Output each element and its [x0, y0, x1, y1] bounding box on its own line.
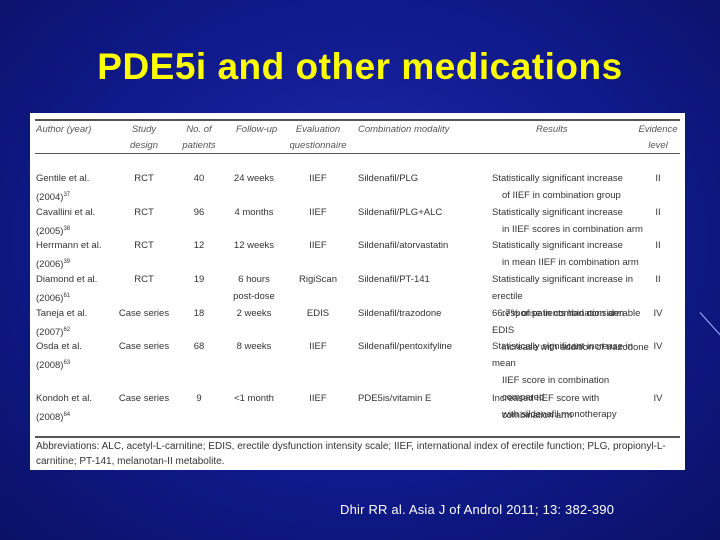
header-results: Results: [536, 124, 568, 135]
cell-author: Cavallini et al. (2005)38: [36, 207, 96, 238]
cell-evidence-level: IV: [653, 308, 663, 319]
table-header-rule: [35, 153, 680, 154]
cell-design: RCT: [134, 207, 154, 218]
cell-author: Herrmann et al. (2006)39: [36, 240, 102, 271]
cell-questionnaire: EDIS: [306, 308, 330, 319]
cell-follow-up: 24 weeks: [233, 173, 275, 184]
cell-patients: 18: [193, 308, 205, 319]
cell-results: Statistically significant increase in er…: [492, 274, 633, 319]
cell-design: Case series: [118, 393, 170, 404]
cell-author: Kondoh et al. (2008)64: [36, 393, 92, 424]
cell-design: Case series: [118, 308, 170, 319]
cell-follow-up: 8 weeks: [236, 341, 272, 352]
header-questionnaire: Evaluation questionnaire: [289, 124, 347, 151]
cell-questionnaire: IIEF: [309, 240, 327, 251]
slide-title: PDE5i and other medications: [97, 46, 623, 87]
header-study-design: Study design: [130, 124, 158, 151]
citation: Dhir RR al. Asia J of Androl 2011; 13: 3…: [340, 502, 615, 517]
cell-patients: 96: [193, 207, 205, 218]
cell-patients: 19: [193, 274, 205, 285]
cell-evidence-level: II: [655, 274, 661, 285]
cell-modality: PDE5is/vitamin E: [358, 393, 432, 404]
header-combination: Combination modality: [358, 124, 450, 135]
cell-author: Taneja et al. (2007)62: [36, 308, 88, 339]
cell-design: RCT: [134, 240, 154, 251]
cell-patients: 12: [193, 240, 205, 251]
cell-modality: Sildenafil/PLG: [358, 173, 419, 184]
header-author: Author (year): [36, 124, 92, 135]
cell-modality: Sildenafil/atorvastatin: [358, 240, 449, 251]
cell-patients: 40: [193, 173, 205, 184]
cell-evidence-level: II: [655, 173, 661, 184]
cell-questionnaire: IIEF: [309, 173, 327, 184]
cell-modality: Sildenafil/PT-141: [358, 274, 430, 285]
cell-results: Statistically significant increase in IIE…: [492, 207, 643, 235]
cell-follow-up: 12 weeks: [233, 240, 275, 251]
cell-follow-up: 4 months: [234, 207, 274, 218]
cell-evidence-level: IV: [653, 341, 663, 352]
cell-questionnaire: IIEF: [309, 207, 327, 218]
header-patients: No. of patients: [182, 124, 216, 151]
cell-author: Gentile et al. (2004)37: [36, 173, 90, 204]
header-follow-up: Follow-up: [236, 124, 278, 135]
cell-patients: 68: [193, 341, 205, 352]
cell-follow-up: 6 hours post-dose: [233, 274, 275, 302]
cell-patients: 9: [196, 393, 202, 404]
cell-evidence-level: II: [655, 240, 661, 251]
abbreviations-note: Abbreviations: ALC, acetyl-L-carnitine; …: [36, 441, 666, 467]
cell-questionnaire: RigiScan: [298, 274, 338, 285]
cell-questionnaire: IIEF: [309, 393, 327, 404]
cell-follow-up: <1 month: [234, 393, 274, 404]
cell-results: 66.7% of patients had considerable EDIS i…: [492, 308, 649, 353]
cell-results: Statistically significant increase in mea…: [492, 240, 639, 268]
header-evidence: Evidence level: [638, 124, 678, 151]
cell-questionnaire: IIEF: [309, 341, 327, 352]
cell-author: Diamond et al. (2006)61: [36, 274, 98, 305]
cell-results: Increased IIEF score with combination arm: [492, 393, 600, 421]
cell-design: RCT: [134, 173, 154, 184]
cell-modality: Sildenafil/trazodone: [358, 308, 442, 319]
cell-modality: Sildenafil/pentoxifyline: [358, 341, 453, 352]
study-table: Author (year) Study design No. of patients…: [30, 113, 685, 470]
cell-design: RCT: [134, 274, 154, 285]
decorative-line: [699, 312, 720, 339]
table-top-rule: [35, 119, 680, 121]
cell-evidence-level: II: [655, 207, 661, 218]
cell-modality: Sildenafil/PLG+ALC: [358, 207, 443, 218]
cell-follow-up: 2 weeks: [236, 308, 272, 319]
cell-evidence-level: IV: [653, 393, 663, 404]
cell-design: Case series: [118, 341, 170, 352]
cell-results: Statistically significant increase of IIE…: [492, 173, 623, 201]
cell-author: Osda et al. (2008)63: [36, 341, 82, 372]
table-bottom-rule: [35, 436, 680, 438]
cell-results: Statistically significant increase in me…: [492, 341, 633, 420]
